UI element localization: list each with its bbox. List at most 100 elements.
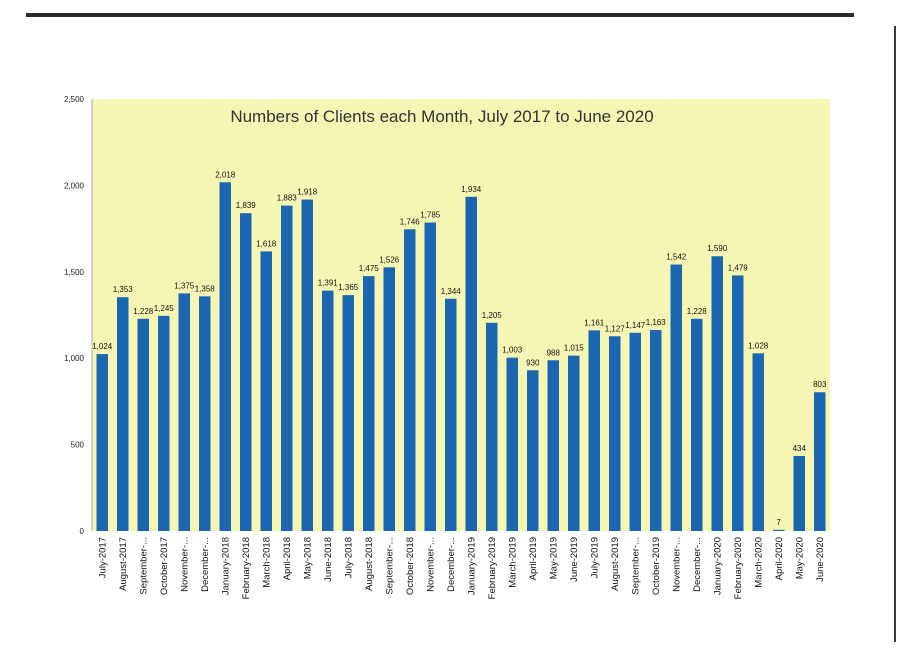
bar-value-label: 1,542 <box>666 253 687 262</box>
bar <box>117 297 129 531</box>
x-category-label: January-2018 <box>220 537 231 595</box>
bar-value-label: 1,228 <box>133 307 154 316</box>
bar-value-label: 1,590 <box>707 244 728 253</box>
bar-value-label: 1,475 <box>359 264 380 273</box>
scan-right-border <box>894 26 896 642</box>
bar-value-label: 1,918 <box>297 188 318 197</box>
bar <box>465 196 477 531</box>
x-category-label: September-... <box>384 537 395 595</box>
bar-value-label: 1,024 <box>92 342 113 351</box>
bar <box>793 456 805 531</box>
bar-value-label: 803 <box>813 380 827 389</box>
bar <box>96 354 108 531</box>
bar-value-label: 1,618 <box>256 239 277 248</box>
bar-value-label: 1,161 <box>584 318 605 327</box>
scan-top-border <box>26 13 854 17</box>
chart-title: Numbers of Clients each Month, July 2017… <box>230 107 653 126</box>
bar <box>650 330 662 531</box>
bar <box>547 360 559 531</box>
x-category-label: May-2019 <box>548 537 559 579</box>
x-category-label: January-2020 <box>712 537 723 595</box>
x-category-label: December-... <box>692 537 703 592</box>
bar <box>814 392 826 531</box>
bar-value-label: 1,344 <box>441 287 462 296</box>
bar-value-label: 1,785 <box>420 211 441 220</box>
x-category-label: November-... <box>671 537 682 592</box>
bar <box>199 296 211 531</box>
x-category-label: February-2020 <box>733 537 744 599</box>
y-tick-label: 2,500 <box>64 95 85 104</box>
x-category-label: March-2020 <box>753 537 764 588</box>
bar-value-label: 1,028 <box>748 341 769 350</box>
bar-value-label: 988 <box>547 348 561 357</box>
bar <box>588 330 600 531</box>
bar <box>527 370 539 531</box>
x-category-label: August-2019 <box>610 537 621 591</box>
bar-value-label: 1,365 <box>338 283 359 292</box>
bar <box>609 336 621 531</box>
bar <box>752 353 764 531</box>
plot-area <box>92 99 830 531</box>
bar-value-label: 1,883 <box>277 194 298 203</box>
bar-value-label: 1,245 <box>154 304 175 313</box>
x-category-label: July-2018 <box>343 537 354 578</box>
x-category-label: May-2020 <box>794 537 805 579</box>
x-category-label: May-2018 <box>302 537 313 579</box>
bar <box>711 256 723 531</box>
bar <box>424 222 436 531</box>
y-tick-label: 500 <box>71 441 85 450</box>
x-category-label: June-2019 <box>569 537 580 582</box>
bar-value-label: 1,375 <box>174 281 195 290</box>
x-category-label: December-... <box>200 537 211 592</box>
bar-value-label: 1,228 <box>687 307 708 316</box>
bar <box>137 318 149 531</box>
y-axis-ticks: 0 500 1,000 1,500 2,000 2,500 <box>64 95 85 536</box>
x-category-label: February-2019 <box>487 537 498 599</box>
bar-value-label: 1,353 <box>113 285 134 294</box>
bar-value-label: 1,163 <box>646 318 667 327</box>
x-category-label: December-... <box>446 537 457 592</box>
x-category-label: June-2020 <box>815 537 826 582</box>
x-category-label: October-2018 <box>405 537 416 595</box>
x-category-label: April-2018 <box>282 537 293 580</box>
bar <box>773 529 785 531</box>
x-category-label: October-2017 <box>159 537 170 595</box>
x-category-label: August-2017 <box>118 537 129 591</box>
bar <box>363 276 375 531</box>
x-category-label: October-2019 <box>651 537 662 595</box>
x-category-label: November-... <box>179 537 190 592</box>
bar-value-label: 1,358 <box>195 284 216 293</box>
y-tick-label: 2,000 <box>64 181 85 190</box>
bar <box>506 357 518 531</box>
bar <box>240 213 252 531</box>
bar <box>445 298 457 531</box>
bar-value-label: 7 <box>777 518 782 527</box>
bar <box>629 332 641 531</box>
bar <box>342 295 354 531</box>
bar <box>670 264 682 531</box>
bar-value-label: 1,127 <box>605 324 626 333</box>
bar-value-label: 1,746 <box>400 217 421 226</box>
x-category-label: July-2017 <box>97 537 108 578</box>
x-category-label: April-2020 <box>774 537 785 580</box>
x-category-label: July-2019 <box>589 537 600 578</box>
x-category-label: January-2019 <box>466 537 477 595</box>
bar-value-label: 2,018 <box>215 170 236 179</box>
x-category-label: April-2019 <box>528 537 539 580</box>
bar-value-label: 1,015 <box>564 344 585 353</box>
bar <box>158 315 170 531</box>
x-category-label: August-2018 <box>364 537 375 591</box>
bar <box>301 199 313 532</box>
bar <box>219 182 231 531</box>
bar <box>281 205 293 531</box>
bar-value-label: 1,391 <box>318 279 339 288</box>
x-category-label: November-... <box>425 537 436 592</box>
bar-value-label: 1,839 <box>236 201 257 210</box>
bar <box>404 229 416 531</box>
bar-value-label: 1,003 <box>502 346 523 355</box>
bar-value-label: 1,147 <box>625 321 646 330</box>
y-tick-label: 1,000 <box>64 354 85 363</box>
bar <box>178 293 190 531</box>
